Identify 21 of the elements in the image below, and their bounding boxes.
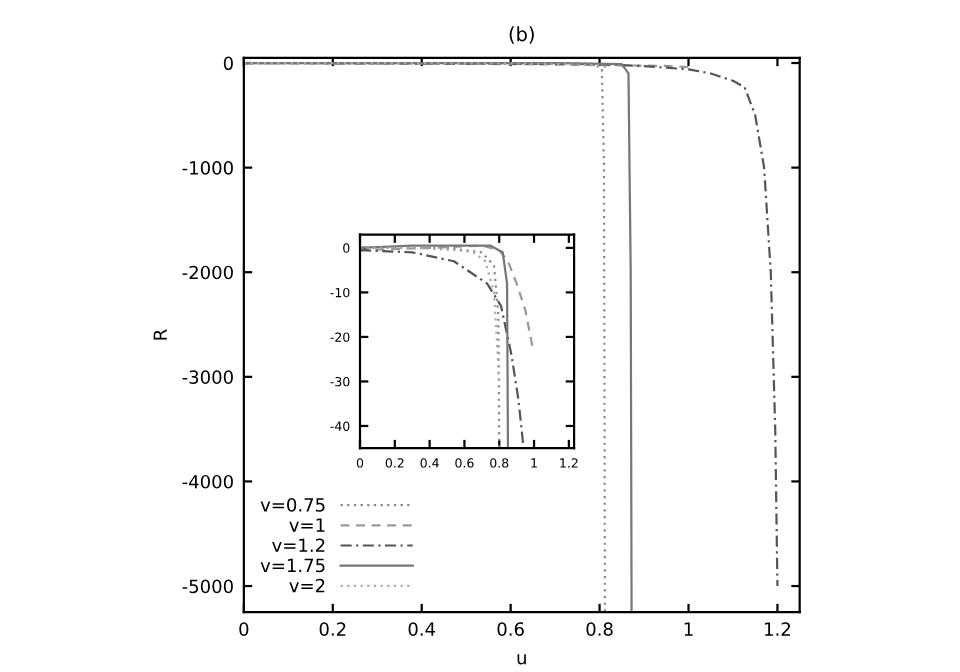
legend-label: v=0.75	[260, 498, 325, 512]
y-tick-label: -3000	[182, 370, 233, 384]
x-tick-label: 0	[239, 622, 249, 636]
y-tick-label: -1000	[182, 161, 233, 175]
y-tick-label: -4000	[182, 474, 233, 489]
chart-title: (b)	[509, 26, 534, 44]
y-tick-label: 0	[223, 56, 233, 71]
x-tick-label: 0.4	[408, 622, 436, 636]
x-tick-label: 0.2	[319, 622, 346, 636]
legend-label: v=1.75	[260, 558, 325, 573]
x-tick-label: 0.6	[497, 622, 524, 636]
legend-label: v=1.2	[272, 538, 325, 552]
y-tick-label: -5000	[182, 579, 233, 594]
x-tick-label: 0.8	[586, 622, 613, 636]
legend-label: v=1	[289, 518, 325, 532]
legend-label: v=2	[289, 578, 325, 593]
y-tick-label: -2000	[182, 265, 233, 280]
x-axis-title: u	[517, 654, 526, 665]
x-tick-label: 1.2	[765, 622, 790, 636]
y-axis-title: R	[153, 329, 167, 340]
x-tick-label: 1	[684, 622, 693, 636]
